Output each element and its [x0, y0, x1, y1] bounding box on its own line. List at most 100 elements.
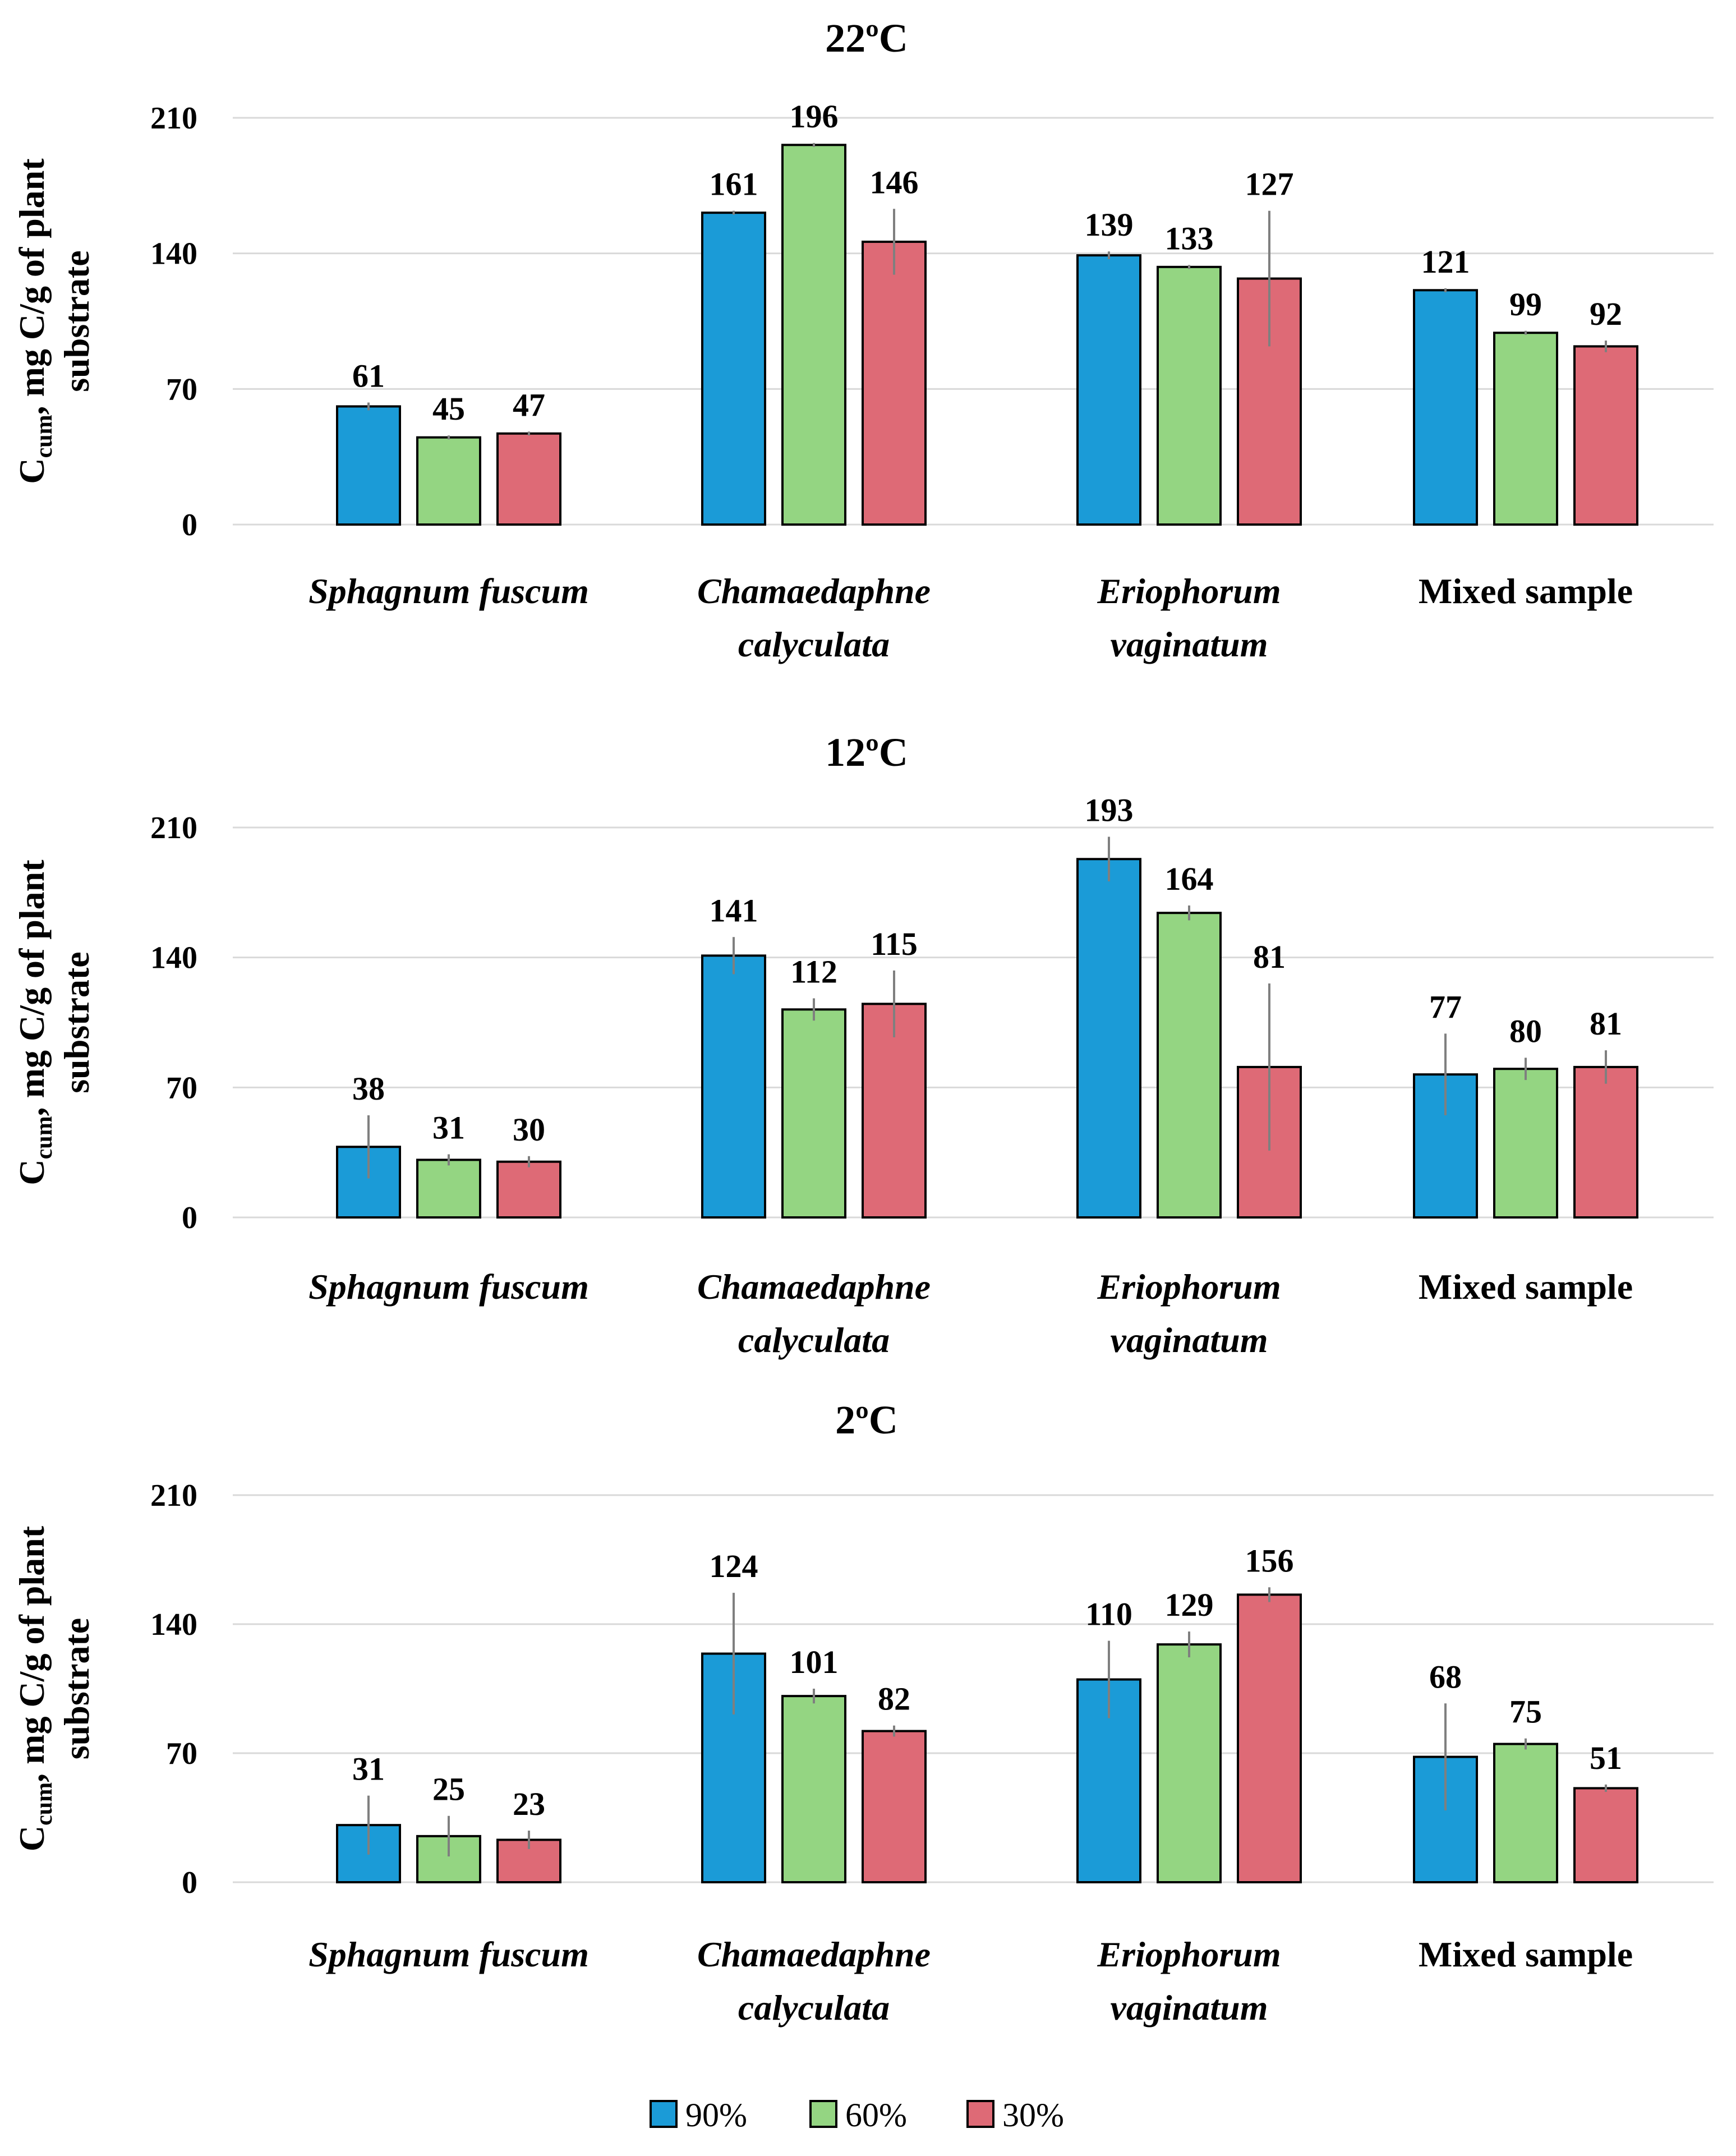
category-label: Chamaedaphne — [697, 571, 931, 611]
y-tick-label: 210 — [150, 811, 197, 845]
category-label: Sphagnum fuscum — [308, 571, 589, 611]
y-axis-label: Ccum, mg C/g of plant substrate — [12, 1525, 96, 1851]
data-label: 31 — [352, 1751, 385, 1787]
bar-90pct-1 — [701, 954, 766, 1219]
bar-90pct-2 — [1076, 254, 1141, 526]
y-tick-label: 0 — [182, 1865, 197, 1900]
y-tick-label: 0 — [182, 1201, 197, 1235]
bar-30pct-0 — [496, 1160, 561, 1219]
y-tick-label: 0 — [182, 508, 197, 543]
category-label: Chamaedaphne — [697, 1267, 931, 1307]
y-tick-label: 140 — [150, 237, 197, 272]
data-label: 112 — [790, 953, 837, 990]
bar-60pct-3 — [1493, 1743, 1558, 1884]
bar-60pct-3 — [1493, 332, 1558, 526]
bar-30pct-3 — [1573, 345, 1638, 526]
y-axis-label-line2: substrate — [57, 1618, 96, 1759]
category-label: Mixed sample — [1419, 1934, 1633, 1974]
data-label: 156 — [1245, 1542, 1294, 1579]
bar-60pct-0 — [416, 1159, 481, 1219]
data-label: 99 — [1509, 286, 1542, 323]
data-label: 77 — [1429, 989, 1462, 1025]
legend-label: 30% — [1002, 2097, 1064, 2134]
data-label: 23 — [513, 1786, 545, 1822]
category-label: vaginatum — [1111, 624, 1268, 664]
bar-90pct-2 — [1076, 858, 1141, 1219]
data-label: 81 — [1590, 1005, 1622, 1042]
y-tick-label: 70 — [166, 1736, 197, 1771]
data-label: 51 — [1590, 1740, 1622, 1776]
category-label: calyculata — [738, 1988, 890, 2028]
data-label: 61 — [352, 358, 385, 394]
data-label: 68 — [1429, 1658, 1462, 1695]
data-label: 75 — [1509, 1694, 1542, 1730]
legend: 90% 60% 30% — [650, 2097, 1064, 2134]
y-axis-label-line2: substrate — [57, 250, 96, 392]
legend-swatch-60pct — [809, 2100, 837, 2128]
y-tick-label: 70 — [166, 372, 197, 407]
data-label: 30 — [513, 1111, 545, 1148]
bar-30pct-0 — [496, 1838, 561, 1883]
bar-60pct-1 — [781, 144, 846, 526]
y-axis-label: Ccum, mg C/g of plant substrate — [12, 158, 96, 484]
category-label: Eriophorum — [1097, 1934, 1281, 1974]
legend-label: 90% — [685, 2097, 747, 2134]
data-label: 45 — [432, 390, 465, 427]
y-tick-label: 140 — [150, 1607, 197, 1642]
bar-30pct-0 — [496, 432, 561, 526]
y-tick-label: 70 — [166, 1070, 197, 1105]
bar-60pct-0 — [416, 1835, 481, 1884]
data-label: 121 — [1421, 243, 1470, 280]
data-label: 82 — [878, 1681, 910, 1717]
y-tick-label: 210 — [150, 1478, 197, 1513]
bar-60pct-3 — [1493, 1068, 1558, 1219]
data-label: 141 — [710, 892, 758, 928]
chart-title: 22ºC — [825, 16, 908, 61]
legend-label: 60% — [845, 2097, 907, 2134]
y-axis-label: Ccum, mg C/g of plant substrate — [12, 859, 96, 1185]
bar-30pct-2 — [1237, 1593, 1302, 1883]
bar-30pct-1 — [862, 240, 927, 526]
bar-60pct-0 — [416, 436, 481, 526]
data-label: 124 — [710, 1548, 758, 1584]
data-label: 146 — [870, 164, 919, 200]
category-label: Sphagnum fuscum — [308, 1934, 589, 1974]
data-label: 193 — [1085, 792, 1134, 829]
data-label: 115 — [871, 926, 918, 962]
data-label: 80 — [1509, 1013, 1542, 1049]
data-label: 139 — [1085, 206, 1134, 243]
chart-title: 12ºC — [825, 730, 908, 775]
category-label: vaginatum — [1111, 1988, 1268, 2028]
bar-60pct-2 — [1157, 265, 1222, 526]
data-label: 196 — [790, 98, 839, 135]
data-label: 47 — [513, 387, 545, 423]
y-tick-label: 140 — [150, 941, 197, 976]
chart-title: 2ºC — [835, 1398, 898, 1442]
y-tick-label: 210 — [150, 101, 197, 136]
bar-30pct-3 — [1573, 1787, 1638, 1883]
data-label: 81 — [1253, 939, 1286, 975]
category-label: Eriophorum — [1097, 571, 1281, 611]
data-label: 25 — [432, 1771, 465, 1808]
data-label: 133 — [1165, 220, 1214, 256]
category-label: calyculata — [738, 624, 890, 664]
data-label: 129 — [1165, 1587, 1214, 1623]
category-label: vaginatum — [1111, 1320, 1268, 1360]
bar-60pct-2 — [1157, 1643, 1222, 1883]
chart-panel-1: 12ºC 0 70 140 210 Ccum, mg C/g of plant substr… — [12, 730, 1714, 1360]
data-label: 101 — [790, 1644, 839, 1680]
category-label: calyculata — [738, 1320, 890, 1360]
y-axis-label-line1: Ccum, mg C/g of plant — [12, 158, 57, 484]
data-label: 161 — [710, 166, 758, 203]
bar-60pct-2 — [1157, 912, 1222, 1219]
y-axis-label-line1: Ccum, mg C/g of plant — [12, 1525, 57, 1851]
category-label: Sphagnum fuscum — [308, 1267, 589, 1307]
category-label: Mixed sample — [1419, 571, 1633, 611]
bar-60pct-1 — [781, 1695, 846, 1883]
legend-swatch-90pct — [650, 2100, 678, 2128]
data-label: 110 — [1085, 1596, 1132, 1633]
data-label: 31 — [432, 1109, 465, 1146]
data-label: 127 — [1245, 166, 1294, 203]
bar-60pct-1 — [781, 1008, 846, 1219]
